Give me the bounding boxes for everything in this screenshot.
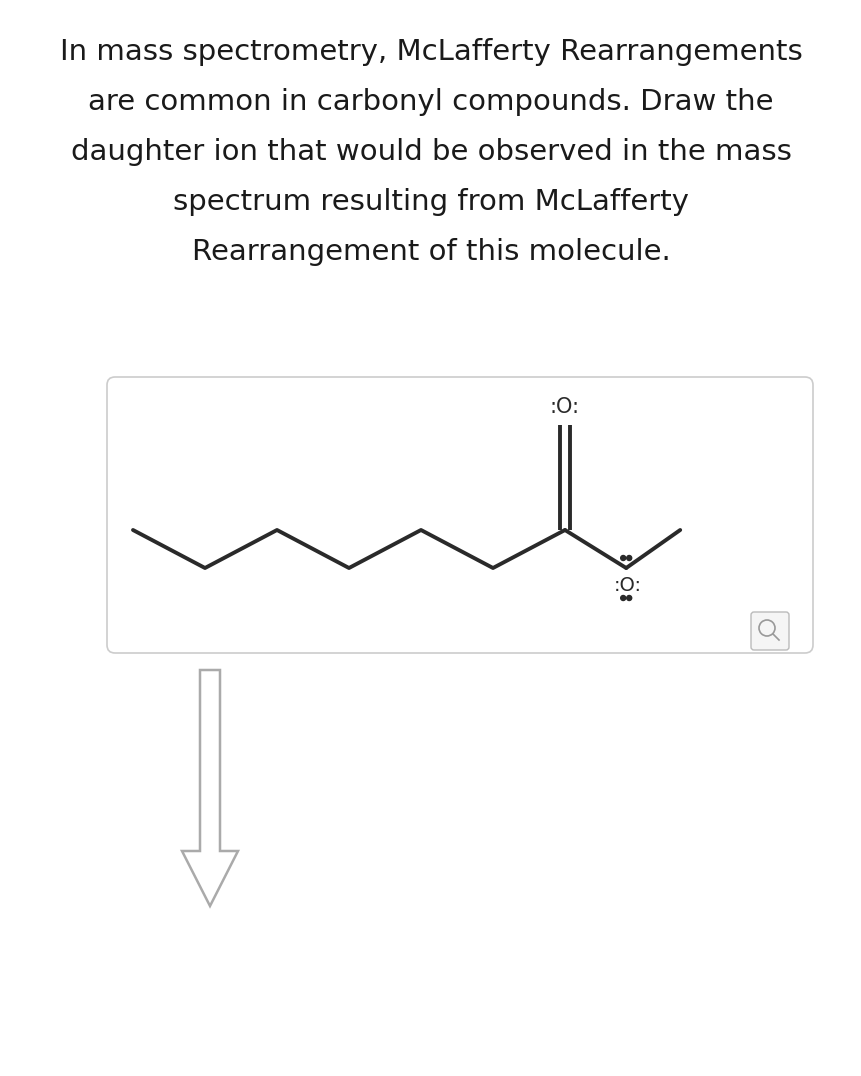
Circle shape [620,555,625,561]
FancyBboxPatch shape [750,612,788,650]
Circle shape [626,595,631,600]
Text: :O:: :O: [549,397,579,417]
Text: :O:: :O: [614,576,641,595]
FancyBboxPatch shape [107,377,812,653]
Circle shape [620,595,625,600]
Circle shape [626,555,631,561]
Text: spectrum resulting from McLafferty: spectrum resulting from McLafferty [173,188,688,216]
Text: daughter ion that would be observed in the mass: daughter ion that would be observed in t… [71,138,790,166]
Text: are common in carbonyl compounds. Draw the: are common in carbonyl compounds. Draw t… [88,88,773,116]
FancyArrow shape [182,670,238,906]
Text: Rearrangement of this molecule.: Rearrangement of this molecule. [191,238,670,266]
Text: In mass spectrometry, McLafferty Rearrangements: In mass spectrometry, McLafferty Rearran… [59,38,802,66]
